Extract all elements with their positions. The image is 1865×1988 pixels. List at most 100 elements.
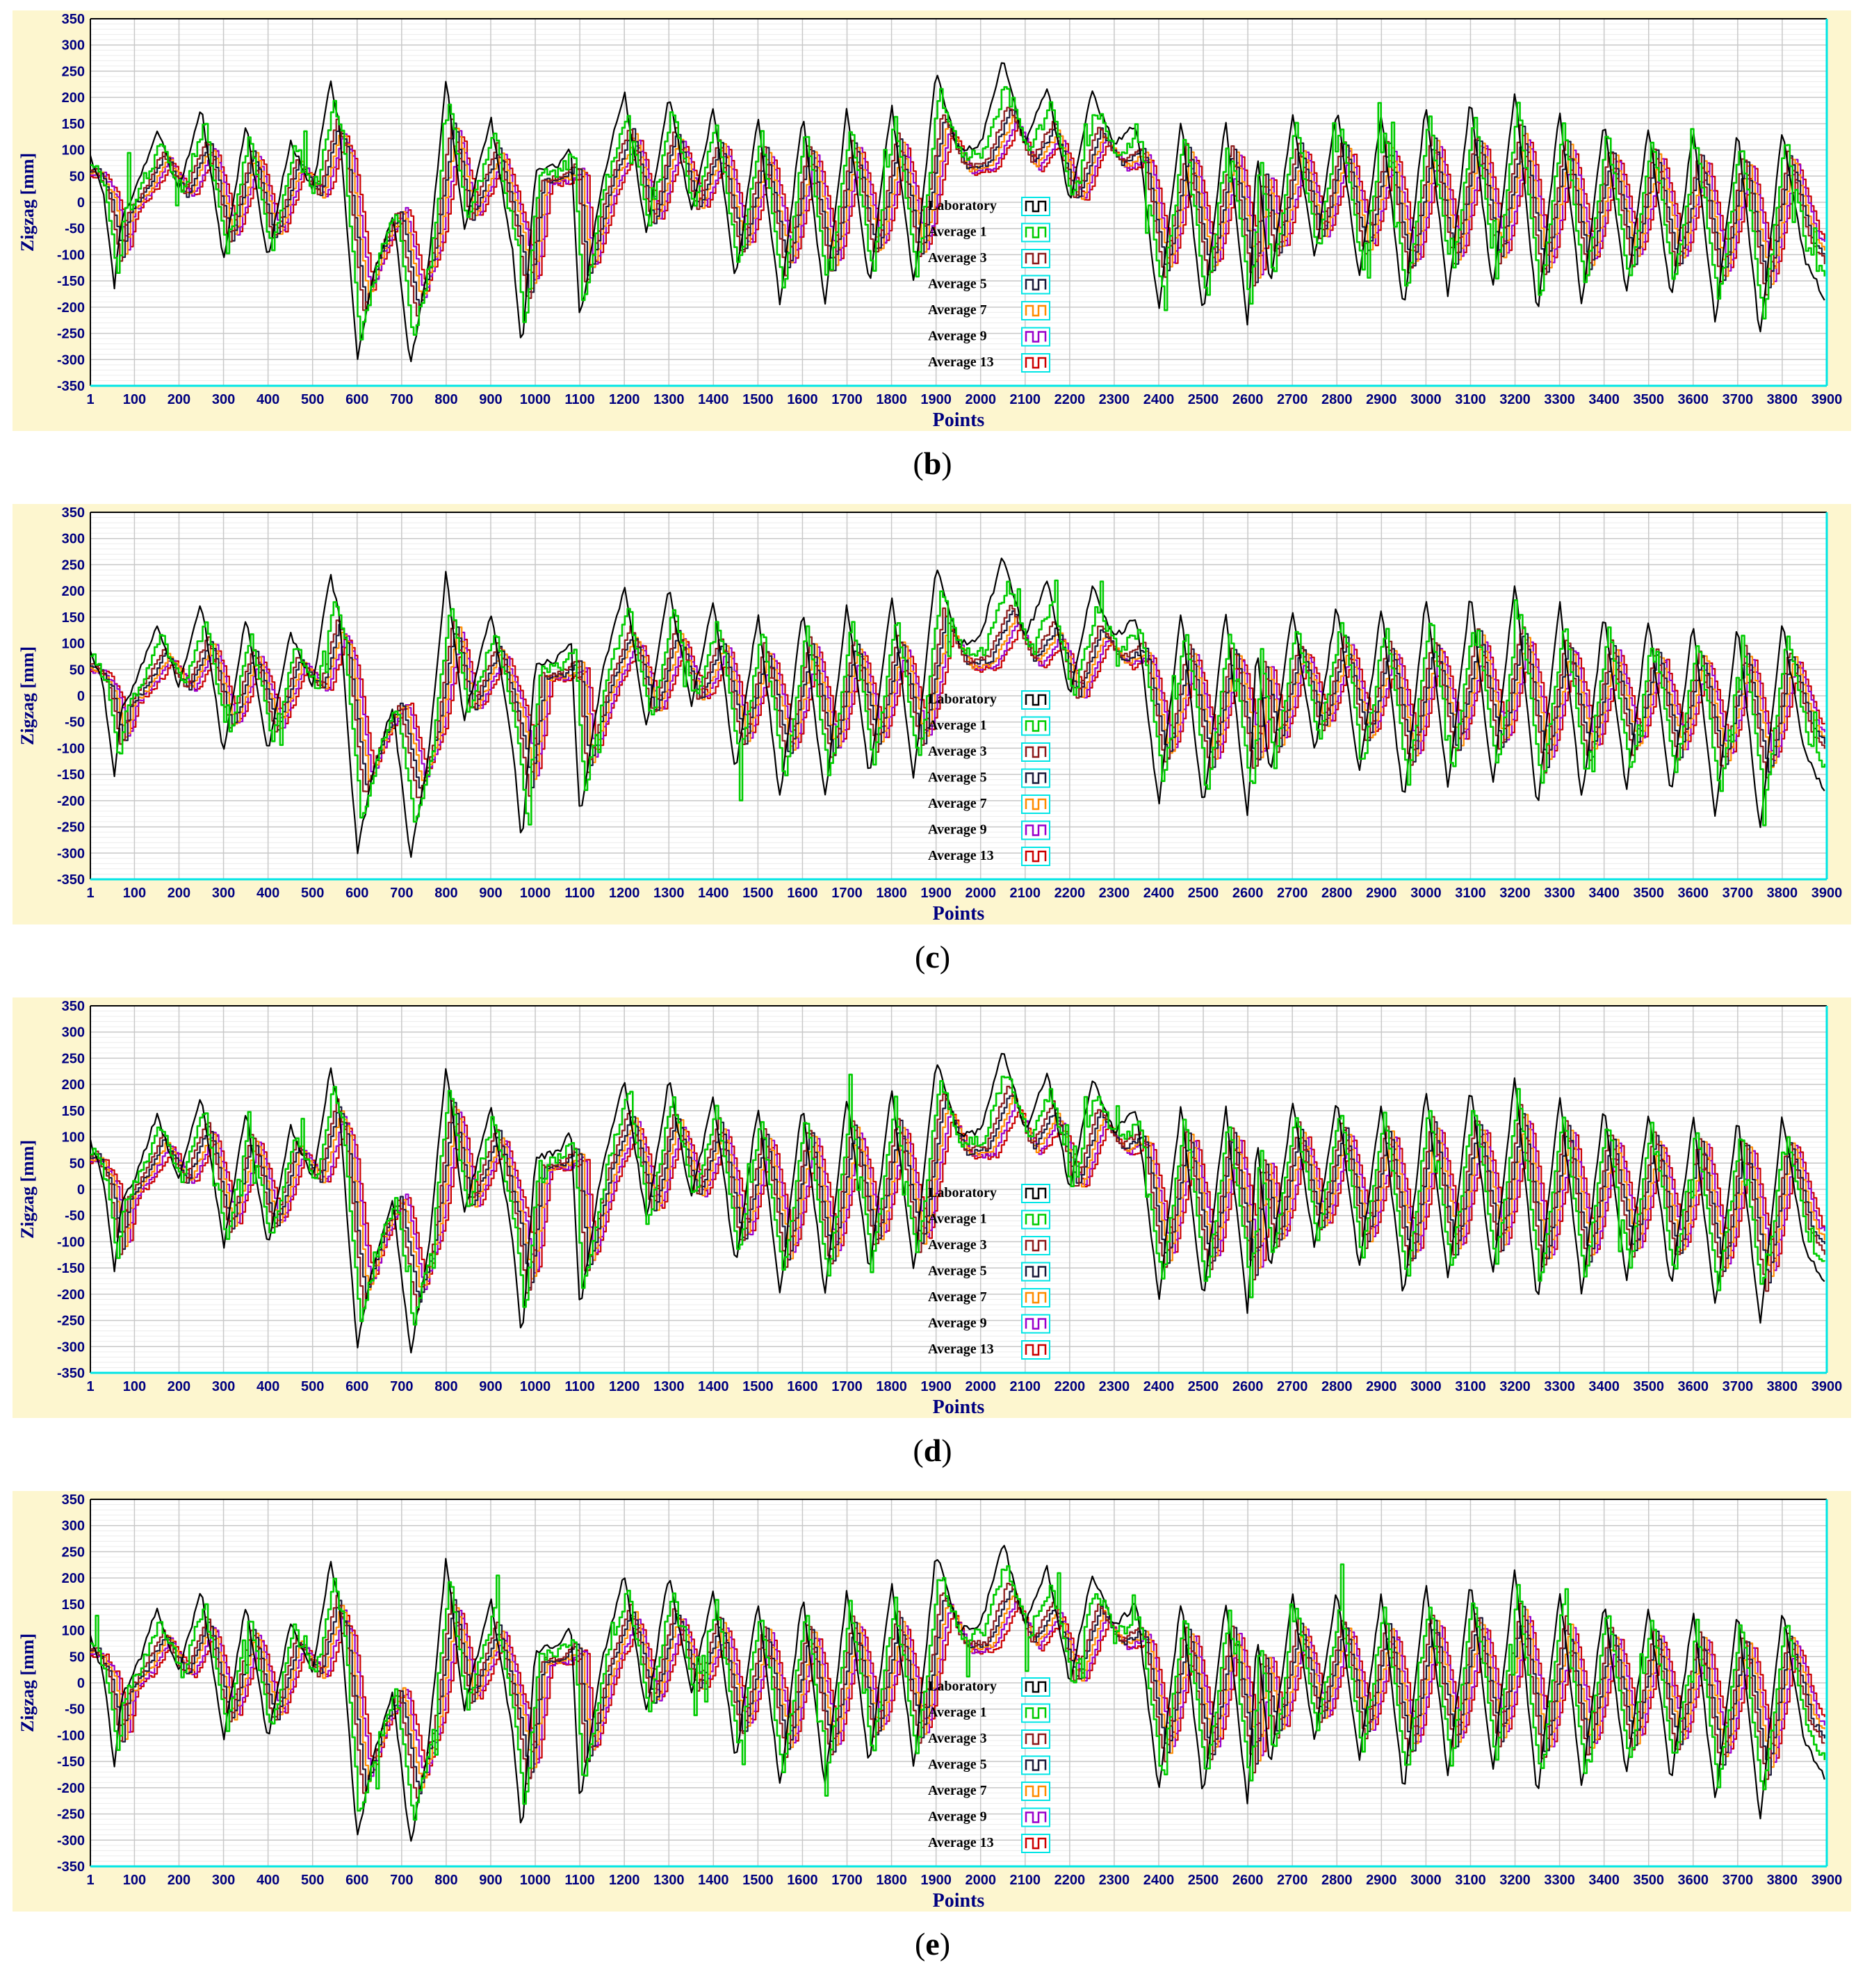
x-tick-label: 2200 xyxy=(1054,886,1086,901)
legend-swatch-average-9 xyxy=(1025,1318,1047,1330)
legend-label: Average 7 xyxy=(928,1783,987,1798)
x-tick-label: 3600 xyxy=(1678,392,1709,407)
y-tick-label: 300 xyxy=(62,38,85,54)
x-tick-label: 1400 xyxy=(698,392,729,407)
x-tick-label: 3900 xyxy=(1811,1379,1843,1394)
legend-label: Average 5 xyxy=(928,1757,987,1773)
legend-swatch-laboratory xyxy=(1025,200,1047,213)
x-tick-label: 300 xyxy=(212,1379,235,1394)
legend-label: Average 13 xyxy=(928,1835,994,1850)
series-line-laboratory xyxy=(90,1052,1825,1354)
legend: Laboratory Average 1 Average 3 Average 5 Ave… xyxy=(928,690,1050,866)
x-tick-label: 1800 xyxy=(876,1873,907,1888)
legend-swatch-average-13 xyxy=(1025,850,1047,863)
x-tick-label: 1400 xyxy=(698,1873,729,1888)
x-tick-label: 1800 xyxy=(876,1379,907,1394)
y-tick-label: 50 xyxy=(70,662,85,678)
x-tick-label: 2600 xyxy=(1232,1873,1264,1888)
y-tick-label: -100 xyxy=(57,247,85,263)
y-tick-label: -150 xyxy=(57,1261,85,1276)
y-tick-label: 350 xyxy=(62,505,85,521)
y-tick-label: 100 xyxy=(62,1624,85,1639)
legend-label: Average 13 xyxy=(928,848,994,863)
legend-label: Average 9 xyxy=(928,329,987,344)
legend-label: Laboratory xyxy=(928,1185,997,1200)
x-tick-label: 3200 xyxy=(1499,392,1531,407)
panel-caption-b: (b) xyxy=(913,446,952,481)
x-tick-label: 1 xyxy=(86,886,94,901)
y-tick-label: 100 xyxy=(62,637,85,652)
x-tick-label: 1200 xyxy=(609,886,640,901)
y-tick-label: 250 xyxy=(62,64,85,79)
x-tick-label: 100 xyxy=(123,886,146,901)
x-tick-label: 2100 xyxy=(1010,886,1041,901)
x-tick-label: 3400 xyxy=(1588,886,1620,901)
legend-label: Average 5 xyxy=(928,277,987,292)
y-tick-label: 250 xyxy=(62,557,85,573)
x-tick-label: 2100 xyxy=(1010,392,1041,407)
legend-swatch-average-1 xyxy=(1025,1707,1047,1719)
legend-label: Average 1 xyxy=(928,1212,987,1227)
legend-swatch-average-13 xyxy=(1025,357,1047,369)
x-tick-label: 2900 xyxy=(1366,886,1397,901)
legend-swatch-average-9 xyxy=(1025,824,1047,836)
x-axis-title: Points xyxy=(933,1890,985,1912)
y-axis-title: Zigzag [mm] xyxy=(17,1140,38,1239)
x-tick-label: 3900 xyxy=(1811,886,1843,901)
series-group xyxy=(90,62,1826,363)
y-tick-label: 200 xyxy=(62,1571,85,1586)
x-tick-label: 1700 xyxy=(831,886,863,901)
x-tick-label: 1100 xyxy=(564,392,594,407)
x-tick-label: 3300 xyxy=(1544,886,1575,901)
y-tick-label: 250 xyxy=(62,1051,85,1066)
y-axis-title: Zigzag [mm] xyxy=(17,153,38,252)
x-tick-label: 2700 xyxy=(1277,1379,1308,1394)
x-tick-label: 3300 xyxy=(1544,1873,1575,1888)
y-tick-label: 50 xyxy=(70,1649,85,1665)
legend-label: Average 3 xyxy=(928,1731,987,1746)
x-tick-label: 3500 xyxy=(1633,392,1664,407)
legend-swatch-average-3 xyxy=(1025,1239,1047,1252)
y-tick-label: 150 xyxy=(62,1597,85,1613)
y-tick-label: 0 xyxy=(77,1676,85,1691)
x-tick-label: 3700 xyxy=(1723,886,1754,901)
x-tick-label: 1200 xyxy=(609,1379,640,1394)
x-tick-label: 3600 xyxy=(1678,1873,1709,1888)
x-tick-label: 1200 xyxy=(609,1873,640,1888)
x-tick-label: 2800 xyxy=(1321,886,1353,901)
x-tick-label: 3100 xyxy=(1455,886,1486,901)
x-tick-label: 3500 xyxy=(1633,1873,1664,1888)
x-tick-label: 900 xyxy=(479,1873,502,1888)
x-tick-label: 1600 xyxy=(787,1873,818,1888)
x-tick-label: 3200 xyxy=(1499,1873,1531,1888)
legend-swatch-average-9 xyxy=(1025,331,1047,343)
legend: Laboratory Average 1 Average 3 Average 5 Ave… xyxy=(928,1184,1050,1360)
y-tick-label: 150 xyxy=(62,1104,85,1119)
y-tick-label: -50 xyxy=(65,222,85,237)
x-tick-label: 2300 xyxy=(1099,886,1130,901)
legend-label: Average 5 xyxy=(928,1264,987,1279)
x-tick-label: 1200 xyxy=(609,392,640,407)
y-tick-label: 50 xyxy=(70,1156,85,1171)
y-tick-label: -100 xyxy=(57,1728,85,1743)
series-line-average-1 xyxy=(90,85,1826,341)
x-tick-label: 1300 xyxy=(653,1379,685,1394)
x-tick-label: 300 xyxy=(212,1873,235,1888)
chart-panel-c: 350300250200150100500-50-100-150-200-250… xyxy=(13,504,1851,924)
y-tick-label: -350 xyxy=(57,872,85,888)
x-tick-label: 3500 xyxy=(1633,1379,1664,1394)
series-group xyxy=(90,1545,1826,1842)
legend-swatch-average-5 xyxy=(1025,1759,1047,1771)
series-line-average-3 xyxy=(90,605,1825,799)
y-tick-label: -350 xyxy=(57,1366,85,1381)
x-tick-label: 200 xyxy=(168,392,190,407)
x-tick-label: 1500 xyxy=(742,392,774,407)
y-tick-label: -200 xyxy=(57,794,85,809)
y-tick-label: -100 xyxy=(57,1235,85,1250)
y-tick-label: 150 xyxy=(62,610,85,626)
x-tick-label: 1500 xyxy=(742,1873,774,1888)
legend-label: Average 3 xyxy=(928,250,987,266)
legend-swatch-average-1 xyxy=(1025,1214,1047,1225)
y-tick-label: -350 xyxy=(57,379,85,394)
